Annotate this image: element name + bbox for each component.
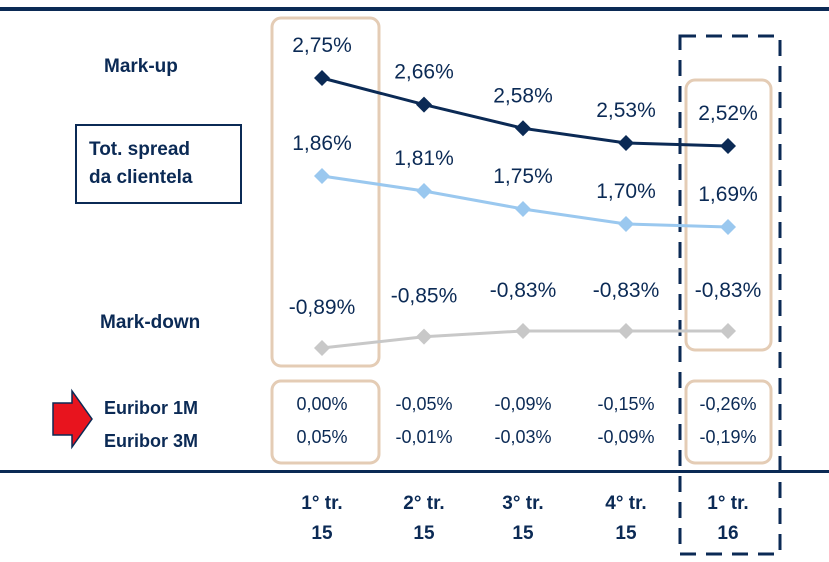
dashed-frame-q5 (678, 34, 782, 556)
marker-spread-3 (618, 216, 634, 232)
data-label-markup-4: 2,52% (698, 102, 758, 125)
data-label-markup-2: 2,58% (493, 84, 553, 107)
highlight-box-q1-euribor (270, 379, 381, 465)
data-label-markup-0: 2,75% (292, 34, 352, 57)
x-tick-label-line2-2: 15 (512, 523, 534, 544)
data-label-markup-3: 2,53% (596, 99, 656, 122)
marker-markdown-1 (416, 328, 432, 345)
legend-markdown: Mark-down (100, 312, 201, 333)
x-tick-label-1: 2° tr. 15 (389, 489, 459, 549)
data-label-markdown-4: -0,83% (695, 279, 762, 302)
data-label-markdown-2: -0,83% (490, 279, 557, 302)
x-tick-label-line1-4: 1° tr. (707, 493, 749, 514)
x-tick-label-4: 1° tr. 16 (693, 489, 763, 549)
x-tick-label-line2-3: 15 (615, 523, 637, 544)
marker-markdown-3 (618, 323, 634, 339)
data-label-markdown-1: -0,85% (391, 285, 458, 308)
x-tick-label-line1-1: 2° tr. (403, 493, 445, 514)
top-rule (0, 7, 829, 11)
marker-markup-3 (618, 135, 634, 152)
euribor-1m-label: Euribor 1M (104, 398, 199, 418)
marker-markdown-4 (720, 323, 736, 339)
highlight-box-q1-chart (270, 16, 381, 368)
euribor-1m-cell-2: -0,09% (494, 394, 552, 414)
marker-markdown-2 (515, 323, 531, 339)
data-label-spread-1: 1,81% (394, 147, 454, 170)
middle-rule (0, 470, 829, 473)
highlight-box-q5-euribor (684, 379, 773, 465)
data-label-markup-1: 2,66% (394, 61, 454, 84)
euribor-3m-label: Euribor 3M (104, 431, 199, 451)
data-label-spread-2: 1,75% (493, 165, 553, 188)
marker-markup-2 (515, 120, 531, 137)
x-tick-label-line2-1: 15 (413, 523, 435, 544)
data-label-markdown-0: -0,89% (289, 296, 356, 319)
red-arrow-icon (52, 388, 93, 450)
data-label-spread-4: 1,69% (698, 183, 758, 206)
marker-spread-2 (515, 201, 531, 217)
marker-spread-4 (720, 219, 736, 235)
x-tick-label-line2-4: 16 (717, 523, 739, 544)
x-tick-label-3: 4° tr. 15 (591, 489, 661, 549)
marker-markup-4 (720, 138, 736, 154)
data-label-markdown-3: -0,83% (593, 279, 660, 302)
marker-spread-0 (314, 168, 330, 184)
x-tick-label-line1-0: 1° tr. (301, 493, 343, 514)
legend-markup: Mark-up (104, 56, 178, 77)
marker-markdown-0 (314, 340, 330, 356)
marker-markup-0 (314, 70, 330, 86)
euribor-3m-cell-4: -0,19% (699, 427, 757, 447)
x-tick-label-line2-0: 15 (311, 523, 333, 544)
euribor-3m-cell-0: 0,05% (296, 427, 348, 447)
euribor-1m-cell-1: -0,05% (395, 394, 453, 414)
legend-spread-line1: Tot. spread (89, 139, 190, 160)
euribor-3m-cell-2: -0,03% (494, 427, 552, 447)
data-label-spread-3: 1,70% (596, 180, 656, 203)
euribor-1m-cell-3: -0,15% (597, 394, 655, 414)
marker-markup-1 (416, 96, 432, 113)
x-tick-label-2: 3° tr. 15 (488, 489, 558, 549)
euribor-1m-cell-0: 0,00% (296, 394, 348, 414)
highlight-box-q5-chart (684, 78, 773, 352)
data-label-spread-0: 1,86% (292, 132, 352, 155)
euribor-3m-cell-1: -0,01% (395, 427, 453, 447)
legend-spread-line2: da clientela (89, 167, 193, 188)
x-tick-label-line1-3: 4° tr. (605, 493, 647, 514)
x-tick-label-line1-2: 3° tr. (502, 493, 544, 514)
x-tick-label-0: 1° tr. 15 (287, 489, 357, 549)
marker-spread-1 (416, 183, 432, 199)
euribor-1m-cell-4: -0,26% (699, 394, 757, 414)
euribor-3m-cell-3: -0,09% (597, 427, 655, 447)
legend-spread-box: Tot. spread da clientela (75, 124, 242, 204)
